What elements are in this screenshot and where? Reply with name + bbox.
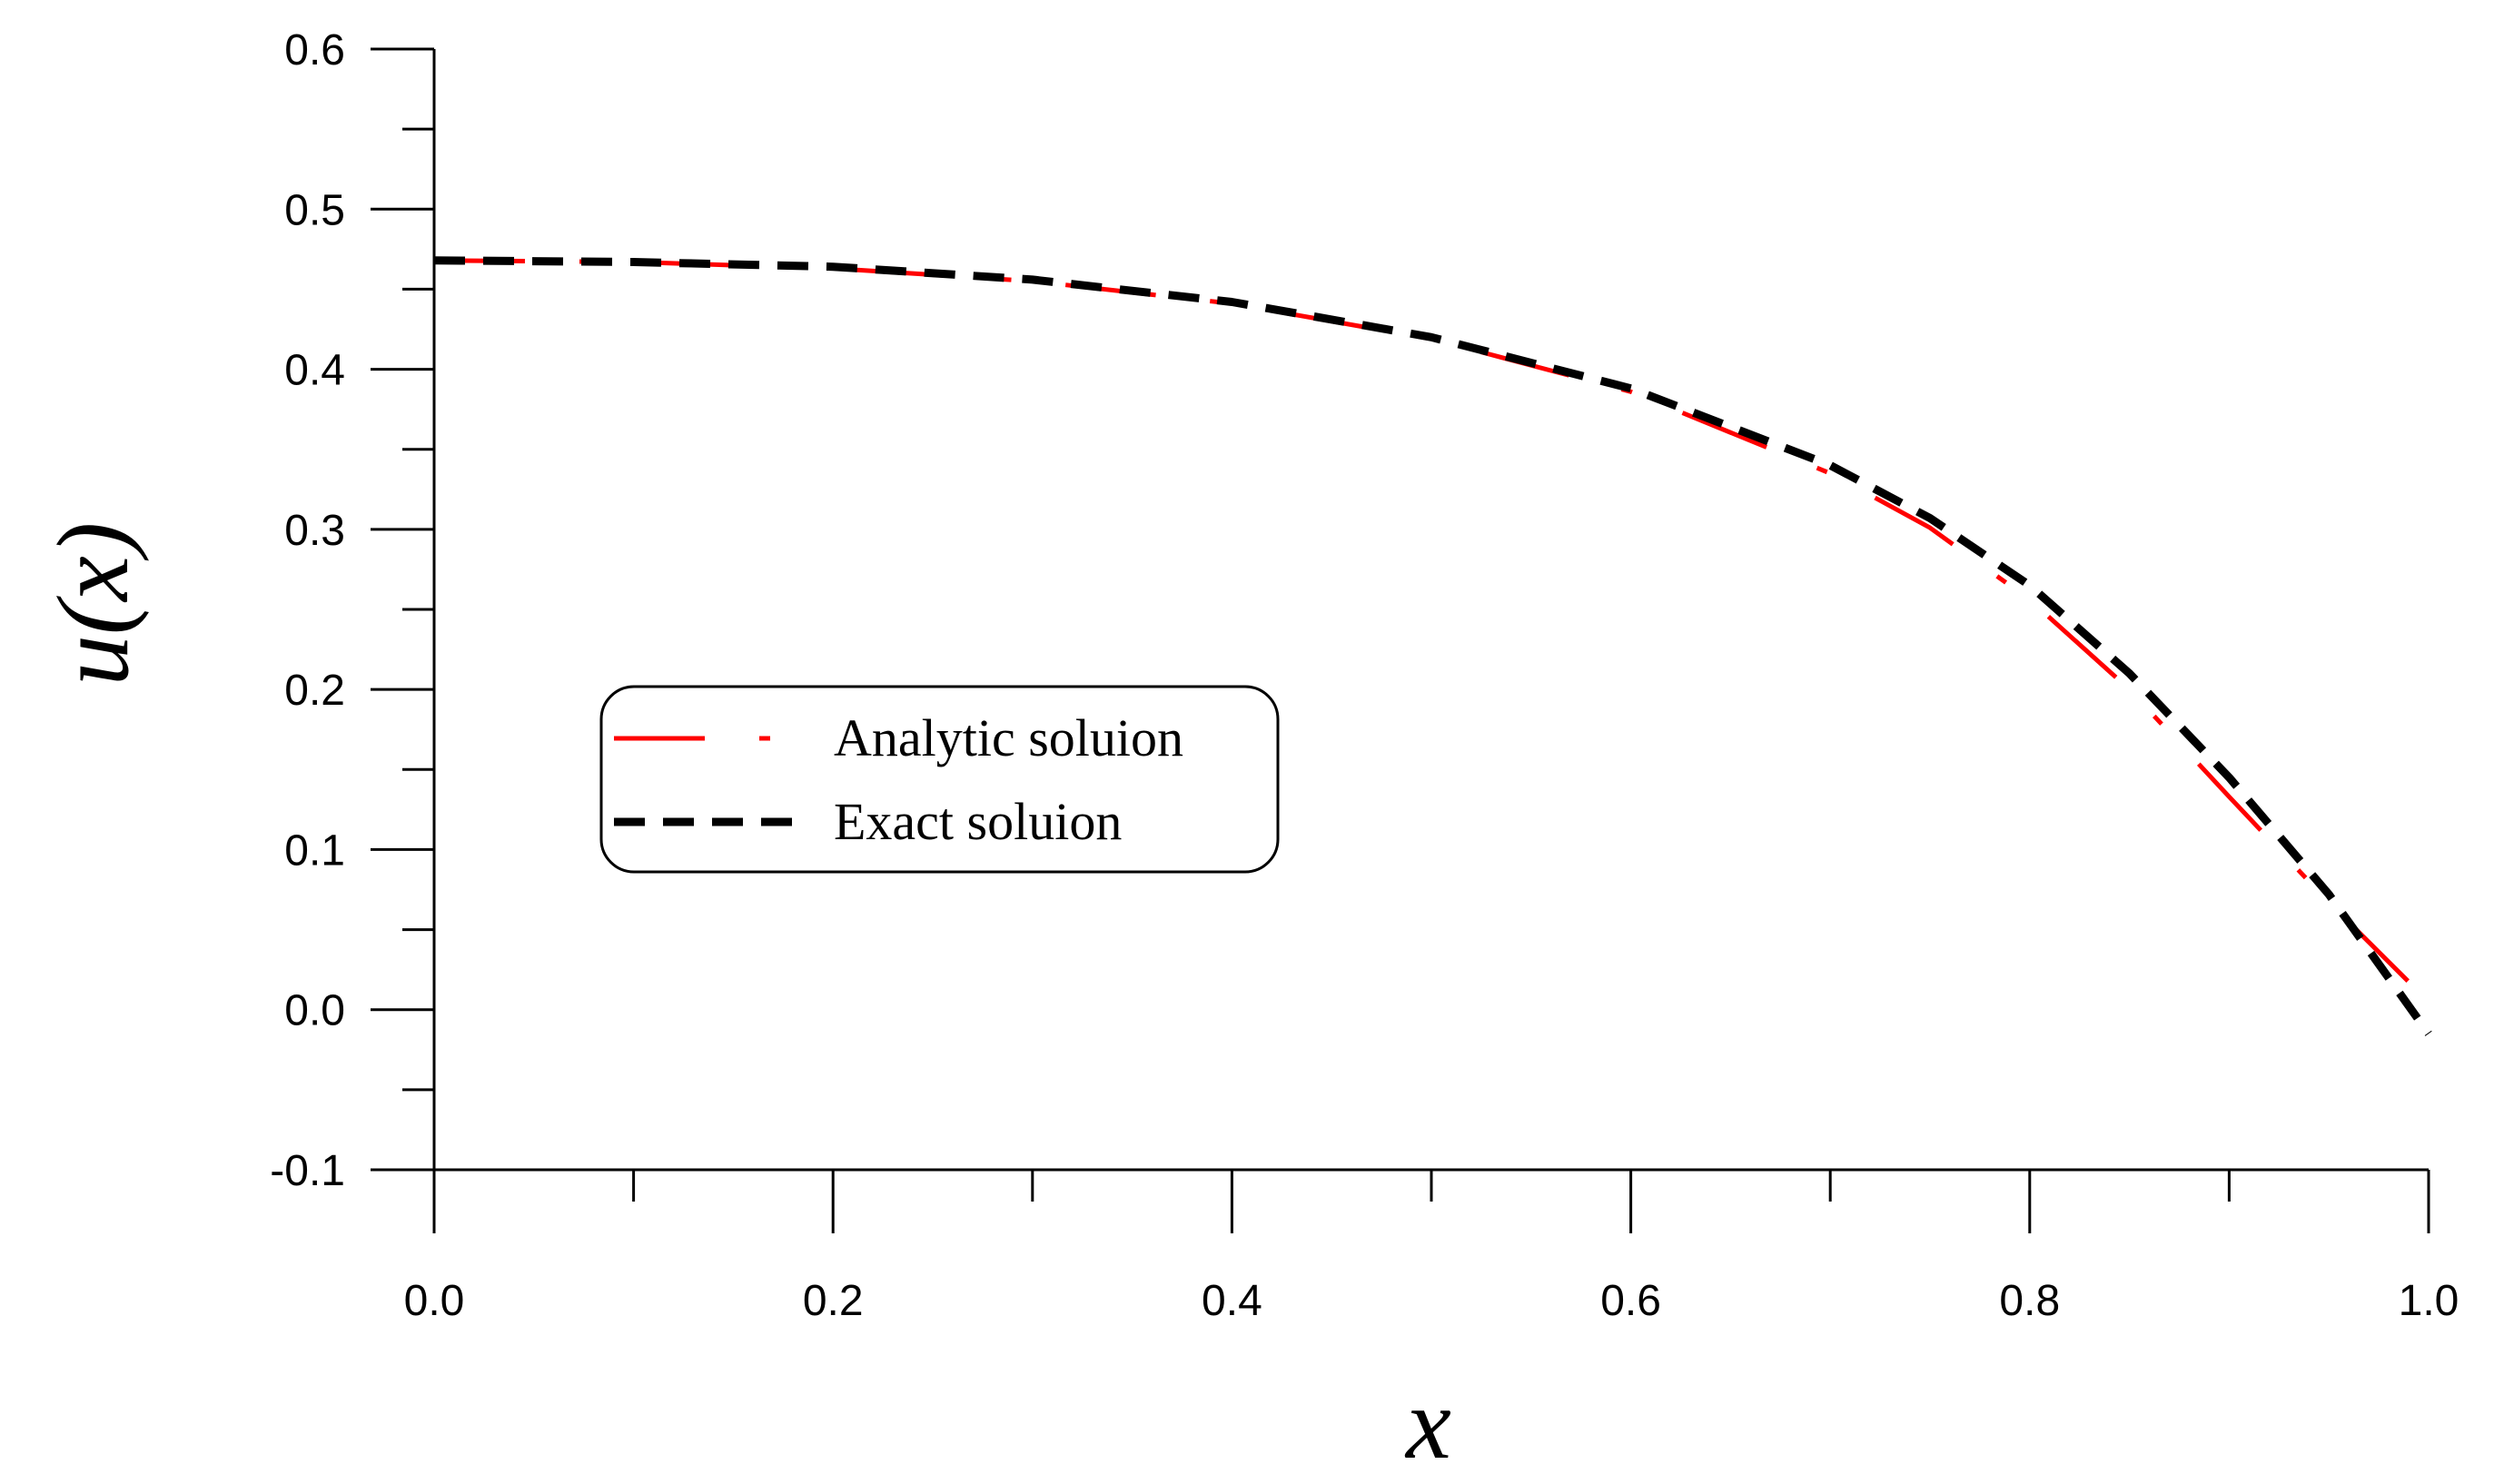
axes: [371, 49, 2429, 1233]
series-layer: [433, 256, 2432, 1036]
y-tick-label: 0.1: [284, 826, 345, 875]
y-tick-label: 0.0: [284, 987, 345, 1035]
x-tick-label: 0.6: [1600, 1277, 1661, 1325]
x-tick-label: 0.2: [803, 1277, 864, 1325]
y-tick-label: 0.6: [284, 26, 345, 74]
x-tick-label: 1.0: [2399, 1277, 2459, 1325]
y-axis-title: u(x): [37, 522, 150, 686]
x-tick-label: 0.4: [1202, 1277, 1262, 1325]
x-axis-title: x: [1404, 1368, 1451, 1480]
y-axis-ticks: -0.1 0.0 0.1 0.2 0.3 0.4 0.5 0.6: [270, 26, 434, 1195]
series-line-analytic: [433, 258, 2430, 1004]
legend-label-exact: Exact soluion: [834, 792, 1122, 851]
y-tick-label: 0.4: [284, 347, 345, 395]
x-tick-label: 0.0: [404, 1277, 465, 1325]
legend: Analytic soluion Exact soluion: [599, 685, 1280, 874]
x-tick-label: 0.8: [1999, 1277, 2060, 1325]
y-tick-label: -0.1: [270, 1147, 345, 1195]
y-tick-label: 0.2: [284, 667, 345, 715]
series-line-exact: [433, 256, 2432, 1036]
y-tick-label: 0.3: [284, 507, 345, 555]
x-axis-ticks: 0.0 0.2 0.4 0.6 0.8 1.0: [404, 1170, 2459, 1325]
legend-label-analytic: Analytic soluion: [834, 708, 1183, 767]
y-tick-label: 0.5: [284, 186, 345, 234]
